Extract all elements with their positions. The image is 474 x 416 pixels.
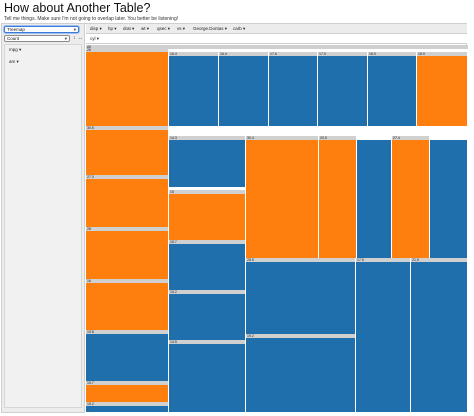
treemap-output: All 26 16.4 16.4 17.6 17.9 18.9 18.9 30.5 14.3 30… — [85, 45, 468, 413]
row-attrs-area: cyl ▾ — [86, 34, 467, 44]
attr-pill-carb[interactable]: carb ▾ — [233, 26, 246, 31]
treemap-cell — [218, 55, 269, 127]
treemap-cell-label: 28 — [86, 227, 168, 231]
treemap-cell — [416, 55, 468, 127]
attr-pill-hp[interactable]: hp ▾ — [108, 26, 117, 31]
treemap-cell-label: 14.3 — [169, 136, 245, 140]
treemap-cell — [168, 243, 246, 291]
col-order-toggle[interactable]: ↔ — [78, 35, 83, 41]
treemap-cell — [245, 337, 356, 413]
treemap-cell-label: 27.4 — [392, 136, 429, 140]
renderer-value: Treemap — [7, 27, 25, 32]
treemap-cell — [168, 139, 246, 188]
treemap-cell — [245, 139, 319, 259]
page-subtitle: Tell me things. Make sure I'm not going … — [4, 16, 179, 22]
treemap-cell — [391, 139, 430, 259]
attr-pill-drat[interactable]: drat ▾ — [123, 26, 135, 31]
treemap-cell-label: 16 — [86, 279, 168, 283]
treemap-cell-label: 19.2 — [246, 334, 355, 338]
attr-pill-vs[interactable]: vs ▾ — [177, 26, 186, 31]
attr-pill-disp[interactable]: disp ▾ — [90, 26, 102, 31]
treemap-cell-label: 15.7 — [169, 240, 245, 244]
treemap-cell — [318, 139, 357, 259]
treemap-cell — [355, 261, 411, 413]
treemap-cell — [168, 55, 219, 127]
aggregator-value: Count — [7, 36, 20, 41]
treemap-cell-label: 18.9 — [368, 52, 416, 56]
treemap-cell-label: 17.5 — [356, 258, 410, 262]
treemap-cell — [168, 193, 246, 241]
chevron-down-icon: ▾ — [73, 27, 76, 32]
treemap-cell — [367, 55, 417, 127]
treemap-cell-label: 18.9 — [417, 52, 467, 56]
treemap-cell — [268, 55, 318, 127]
treemap-cell — [85, 282, 169, 331]
treemap-cell-label: 30.5 — [86, 126, 168, 130]
treemap-cell-label: 15.8 — [86, 330, 168, 334]
treemap-cell-label: 21.5 — [411, 258, 467, 262]
treemap-cell-label: 16.4 — [219, 52, 268, 56]
treemap-cell — [85, 230, 169, 280]
aggregator-select[interactable]: Count ▾ — [4, 35, 70, 42]
page-title: How about Another Table? — [4, 1, 151, 15]
treemap-cell-label: 15.2 — [169, 290, 245, 294]
treemap-cell — [410, 261, 468, 413]
treemap-cell-label: 16.4 — [169, 52, 218, 56]
treemap-cell-label: 30.4 — [246, 136, 318, 140]
treemap-cell-label: 28.5 — [246, 258, 355, 262]
treemap-cell-label: 15.7 — [86, 381, 168, 385]
attr-pill-mpg[interactable]: mpg ▾ — [9, 47, 22, 52]
treemap-cell — [317, 55, 368, 127]
treemap-cell — [85, 51, 169, 127]
attr-pill-am[interactable]: am ▾ — [9, 59, 19, 64]
treemap-cell — [168, 343, 246, 413]
chevron-down-icon: ▾ — [64, 36, 67, 41]
treemap-cell — [168, 293, 246, 341]
treemap-cell — [85, 405, 169, 413]
treemap-cell-label: 26 — [86, 48, 168, 52]
treemap-cell — [85, 333, 169, 382]
attr-pill-wt[interactable]: wt ▾ — [141, 26, 150, 31]
attr-pill-cyl[interactable]: cyl ▾ — [90, 36, 100, 41]
col-attrs-area: disp ▾ hp ▾ drat ▾ wt ▾ qsec ▾ vs ▾ Geor… — [86, 24, 467, 34]
treemap-cell-label: 27.3 — [86, 175, 168, 179]
renderer-select[interactable]: Treemap ▾ — [4, 26, 79, 33]
treemap-cell — [429, 139, 468, 259]
treemap-cell — [245, 261, 356, 335]
treemap-cell — [85, 129, 169, 176]
treemap-cell — [85, 178, 169, 228]
treemap-root-label: All — [86, 45, 468, 49]
left-panel: Treemap ▾ Count ▾ ↕ ↔ mpg ▾ am ▾ — [2, 24, 85, 412]
treemap-cell-label: 15.2 — [86, 402, 168, 406]
treemap-cell-label: 17.9 — [318, 52, 367, 56]
unused-attrs-area: mpg ▾ am ▾ — [4, 44, 82, 408]
treemap-cell-label: 20.5 — [319, 136, 356, 140]
pivot-ui: Treemap ▾ Count ▾ ↕ ↔ mpg ▾ am ▾ disp ▾ … — [1, 23, 468, 413]
treemap-cell-label: 17.6 — [269, 52, 317, 56]
attr-pill-george-dontas[interactable]: George.Dontas ▾ — [193, 26, 228, 31]
treemap-cell-label: 14.5 — [169, 340, 245, 344]
attr-pill-qsec[interactable]: qsec ▾ — [157, 26, 171, 31]
treemap-cell-label: 15 — [169, 190, 245, 194]
treemap-cell — [356, 139, 392, 259]
row-order-toggle[interactable]: ↕ — [73, 35, 76, 41]
